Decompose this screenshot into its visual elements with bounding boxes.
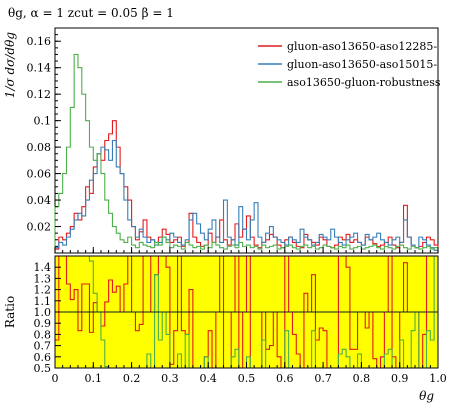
series-line-2 bbox=[54, 53, 439, 253]
y-tick-label: 0.14 bbox=[27, 62, 52, 75]
ratio-tick-label: 0.7 bbox=[34, 340, 52, 353]
ratio-tick-label: 1.0 bbox=[34, 306, 52, 319]
x-tick-label: 0.9 bbox=[391, 372, 409, 385]
legend-label: aso13650-gluon-robustness bbox=[287, 76, 441, 89]
ratio-tick-label: 1.2 bbox=[34, 284, 52, 297]
y-tick-label: 0.04 bbox=[27, 194, 52, 207]
y-tick-label: 0.02 bbox=[27, 221, 52, 234]
ratio-axis-title: Ratio bbox=[3, 296, 17, 328]
x-tick-label: 0.3 bbox=[161, 372, 179, 385]
series-line-0 bbox=[54, 120, 439, 253]
x-tick-label: 0.2 bbox=[123, 372, 141, 385]
legend: gluon-aso13650-aso12285- gluon-aso13650-a… bbox=[258, 40, 441, 89]
chart-title: θg, α = 1 zcut = 0.05 β = 1 bbox=[8, 6, 174, 20]
y-tick-label: 0.08 bbox=[27, 141, 52, 154]
ratio-tick-label: 0.5 bbox=[34, 362, 52, 375]
ratio-tick-label: 0.8 bbox=[34, 328, 52, 341]
legend-label: gluon-aso13650-aso15015- bbox=[287, 58, 437, 71]
x-tick-label: 0.8 bbox=[353, 372, 371, 385]
y-tick-label: 0.06 bbox=[27, 168, 52, 181]
x-tick-label: 1.0 bbox=[429, 372, 447, 385]
y-tick-label: 0.16 bbox=[27, 35, 52, 48]
series-line-1 bbox=[54, 139, 439, 253]
y-tick-label: 0.1 bbox=[34, 115, 52, 128]
ratio-tick-label: 1.4 bbox=[34, 261, 52, 274]
ratio-tick-label: 1.3 bbox=[34, 272, 52, 285]
y-axis-title: 1/σ dσ/dθg bbox=[3, 32, 17, 99]
x-tick-label: 0.7 bbox=[314, 372, 332, 385]
x-tick-label: 0.6 bbox=[276, 372, 294, 385]
legend-label: gluon-aso13650-aso12285- bbox=[287, 40, 437, 53]
ratio-plot-panel: 0.50.60.70.80.91.01.11.21.31.4 bbox=[34, 255, 439, 375]
chart-title-group: θg, α = 1 zcut = 0.05 β = 1 bbox=[8, 6, 174, 20]
ratio-tick-label: 0.6 bbox=[34, 351, 52, 364]
x-axis-title: θg bbox=[419, 389, 434, 403]
x-tick-label: 0 bbox=[52, 372, 59, 385]
x-tick-label: 0.4 bbox=[199, 372, 217, 385]
ratio-tick-label: 0.9 bbox=[34, 317, 52, 330]
y-tick-label: 0.12 bbox=[27, 88, 52, 101]
ratio-tick-label: 1.1 bbox=[34, 295, 52, 308]
x-tick-label: 0.1 bbox=[85, 372, 103, 385]
main-plot-panel: 0.02 0.04 0.06 0.08 0.1 0.12 0.14 0.16 bbox=[27, 27, 439, 254]
x-tick-label: 0.5 bbox=[238, 372, 256, 385]
